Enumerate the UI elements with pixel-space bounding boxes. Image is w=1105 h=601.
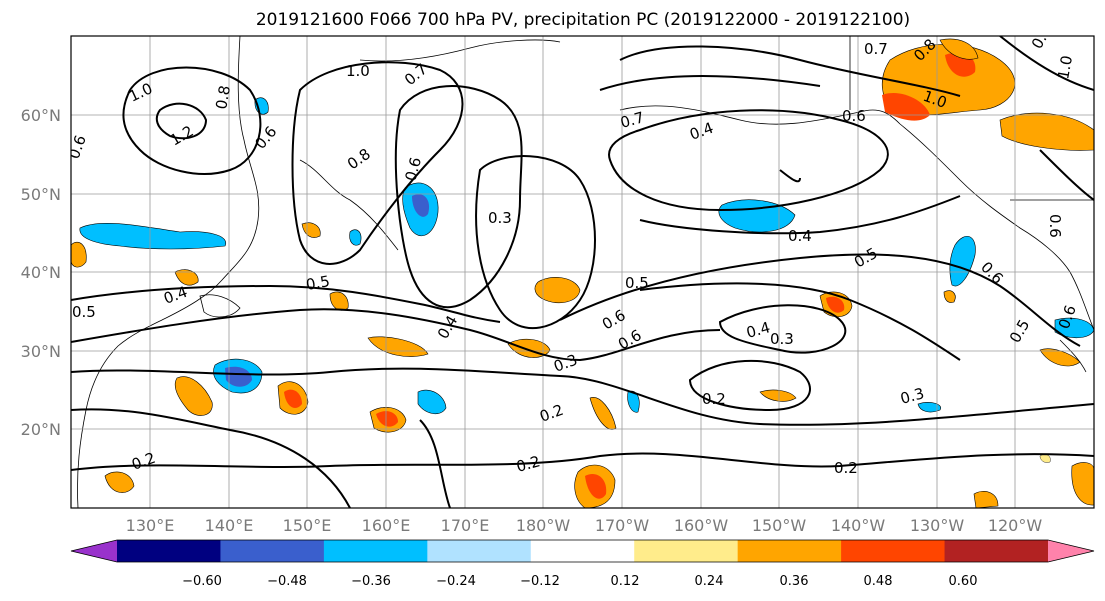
precip-pos-anomaly bbox=[284, 389, 302, 408]
contour-label: 0.6 bbox=[842, 107, 866, 125]
colorbar-segment bbox=[117, 540, 221, 562]
contour-label: 0.3 bbox=[898, 384, 926, 408]
precip-neg-anomaly bbox=[412, 194, 430, 217]
colorbar-segment bbox=[841, 540, 946, 562]
lon-label: 150°W bbox=[752, 516, 807, 535]
lat-label: 30°N bbox=[21, 342, 61, 361]
colorbar-tick-label: −0.48 bbox=[267, 574, 307, 589]
precip-pos-anomaly bbox=[882, 92, 930, 121]
contour-label: 0.7 bbox=[618, 108, 646, 132]
precip-pos-anomaly bbox=[329, 291, 349, 311]
contour-label: 0.7 bbox=[864, 40, 888, 58]
precip-neg-anomaly bbox=[417, 389, 447, 415]
precip-pos-anomaly bbox=[367, 336, 429, 357]
precip-pos-anomaly bbox=[534, 277, 581, 303]
colorbar-segment bbox=[323, 540, 428, 562]
contour-label: 0.4 bbox=[788, 227, 812, 245]
colorbar-tick-label: 0.12 bbox=[611, 574, 640, 589]
pv-contours bbox=[71, 36, 1094, 508]
precip-neg-anomaly bbox=[718, 199, 796, 233]
colorbar-segments bbox=[71, 540, 1094, 562]
contour-label: 0.6 bbox=[401, 155, 425, 183]
colorbar-segment bbox=[427, 540, 532, 562]
colorbar-tick-label: 0.24 bbox=[695, 574, 724, 589]
colorbar-extend-max bbox=[1048, 540, 1094, 562]
contour-label: 0.5 bbox=[305, 272, 332, 294]
precip-pos-anomaly bbox=[759, 389, 797, 402]
precip-neg-anomaly bbox=[349, 229, 362, 246]
colorbar-segment bbox=[944, 540, 1049, 562]
longitude-labels: 130°E 140°E 150°E 160°E 170°E 180°W 170°… bbox=[126, 516, 1043, 535]
lon-label: 120°W bbox=[988, 516, 1043, 535]
colorbar-ticks: −0.60 −0.48 −0.36 −0.24 −0.12 0.12 0.24 … bbox=[182, 574, 977, 589]
colorbar-extend-min bbox=[71, 540, 117, 562]
lon-label: 140°E bbox=[205, 516, 254, 535]
contour-label: 0.8 bbox=[212, 84, 234, 111]
colorbar: −0.60 −0.48 −0.36 −0.24 −0.12 0.12 0.24 … bbox=[70, 539, 1095, 589]
contour-label: 0.2 bbox=[514, 452, 542, 476]
contour-label: 0.3 bbox=[488, 209, 512, 227]
contour-label: 0.2 bbox=[702, 390, 726, 408]
lon-label: 150°E bbox=[283, 516, 332, 535]
colorbar-segment bbox=[737, 540, 842, 562]
precip-pos-anomaly bbox=[826, 296, 845, 313]
lon-label: 130°W bbox=[910, 516, 965, 535]
coastlines bbox=[77, 36, 1094, 508]
contour-label: 0.5 bbox=[625, 274, 649, 292]
latitude-labels: 60°N 50°N 40°N 30°N 20°N bbox=[21, 106, 61, 439]
lon-label: 170°E bbox=[441, 516, 490, 535]
colorbar-tick-label: 0.48 bbox=[864, 574, 893, 589]
colorbar-tick-label: 0.36 bbox=[780, 574, 809, 589]
contour-label: 1.0 bbox=[1054, 54, 1076, 81]
lat-label: 60°N bbox=[21, 106, 61, 125]
precip-pos-anomaly bbox=[939, 38, 979, 60]
contour-label: 0.5 bbox=[72, 303, 96, 321]
contour-label: 0.6 bbox=[1046, 214, 1064, 238]
lon-label: 180°W bbox=[516, 516, 571, 535]
colorbar-segment bbox=[634, 540, 739, 562]
precip-pos-anomaly bbox=[585, 474, 607, 499]
precip-pos-anomaly bbox=[376, 411, 398, 427]
lat-label: 50°N bbox=[21, 185, 61, 204]
colorbar-tick-label: 0.60 bbox=[949, 574, 978, 589]
lon-label: 130°E bbox=[126, 516, 175, 535]
colorbar-tick-label: −0.60 bbox=[182, 574, 222, 589]
precip-neg-anomaly bbox=[949, 236, 976, 287]
colorbar-tick-label: −0.12 bbox=[520, 574, 560, 589]
lon-label: 160°E bbox=[362, 516, 411, 535]
colorbar-tick-label: −0.36 bbox=[351, 574, 391, 589]
contour-label: 0.2 bbox=[834, 459, 858, 477]
precip-pos-anomaly bbox=[973, 491, 999, 508]
colorbar-segment bbox=[220, 540, 325, 562]
map-frame bbox=[70, 35, 1095, 509]
precip-neg-anomaly bbox=[917, 402, 941, 413]
contour-label: 1.0 bbox=[346, 62, 370, 80]
precip-pos-anomaly bbox=[71, 241, 87, 268]
lon-label: 160°W bbox=[674, 516, 729, 535]
lat-label: 20°N bbox=[21, 420, 61, 439]
precip-pos-anomaly bbox=[104, 471, 135, 493]
contour-label: 0.4 bbox=[744, 318, 772, 342]
colorbar-segment bbox=[530, 540, 635, 562]
lon-label: 140°W bbox=[831, 516, 886, 535]
precip-pos-anomaly bbox=[1071, 462, 1094, 506]
precip-pos-anomaly bbox=[301, 222, 321, 238]
contour-label: 0.3 bbox=[770, 330, 794, 348]
precip-neg-anomaly bbox=[79, 222, 227, 250]
precip-pos-anomaly bbox=[174, 376, 213, 416]
precip-pos-anomaly bbox=[999, 112, 1094, 151]
lat-label: 40°N bbox=[21, 263, 61, 282]
map-panel: 1.0 1.0 1.2 0.8 0.6 0.6 0.8 0.7 0.6 0.3 … bbox=[70, 35, 1095, 509]
figure-title: 2019121600 F066 700 hPa PV, precipitatio… bbox=[256, 10, 910, 30]
precip-pos-anomaly bbox=[943, 290, 956, 303]
lon-label: 170°W bbox=[595, 516, 650, 535]
precip-pos-anomaly bbox=[174, 269, 199, 286]
colorbar-tick-label: −0.24 bbox=[436, 574, 476, 589]
precip-pos-anomaly bbox=[589, 397, 617, 430]
precip-neg-anomaly bbox=[225, 366, 252, 387]
precip-shading bbox=[71, 38, 1094, 508]
colorbar-outline bbox=[70, 539, 1095, 563]
